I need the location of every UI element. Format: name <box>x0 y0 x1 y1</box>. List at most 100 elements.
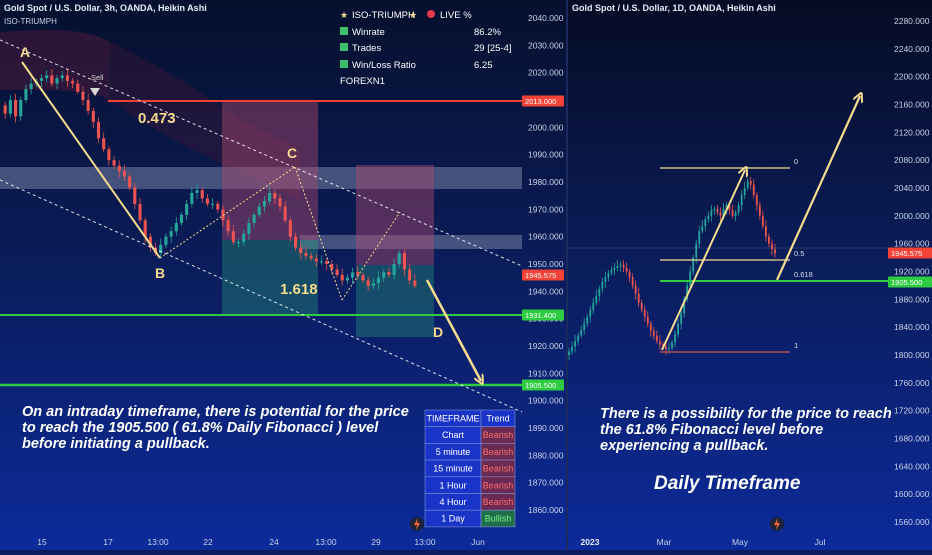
candle <box>707 211 710 223</box>
price-tick: 1920.000 <box>894 267 930 277</box>
lightning-icon[interactable] <box>410 517 424 531</box>
trend-timeframe-cell: 1 Hour <box>439 480 466 490</box>
candle <box>351 267 355 284</box>
candle <box>413 274 417 289</box>
candle <box>179 212 184 226</box>
fib-0618-label: 0.618 <box>794 270 813 279</box>
time-tick: 13:00 <box>147 537 169 547</box>
candle <box>319 255 324 265</box>
candle <box>273 189 277 205</box>
price-tick: 2160.000 <box>894 100 930 110</box>
candle <box>76 79 80 95</box>
candle <box>771 239 773 256</box>
stats-panel: ★ ISO-TRIUMPH ★ LIVE % Winrate 86.2% Tra… <box>340 10 512 87</box>
candle <box>713 206 716 215</box>
candle <box>607 270 610 282</box>
price-tick: 1870.000 <box>528 478 564 488</box>
point-a-label: A <box>20 44 30 60</box>
candle <box>580 325 583 339</box>
candle <box>568 347 570 361</box>
trend-table-row: 4 Hour Bearish <box>424 493 516 511</box>
candle <box>14 93 18 123</box>
candle <box>640 299 643 313</box>
candle <box>159 238 163 259</box>
price-level-tag-label: 1905.500 <box>525 381 556 390</box>
candle <box>86 93 90 115</box>
left-note-line-2: to reach the 1905.500 ( 61.8% Daily Fibo… <box>22 420 379 436</box>
candle <box>200 186 204 203</box>
wave-b-c <box>159 166 296 259</box>
candle <box>148 232 152 252</box>
candle <box>39 74 44 87</box>
time-tick: Jun <box>471 537 485 547</box>
candle <box>216 201 220 213</box>
trend-table-header-cell: Trend <box>486 414 509 424</box>
price-tick: 2000.000 <box>528 122 564 132</box>
check-icon <box>340 60 348 68</box>
point-c-label: C <box>287 145 297 161</box>
left-note-line-3: before initiating a pullback. <box>22 436 210 452</box>
candle <box>649 321 652 337</box>
price-tick: 1960.000 <box>528 232 564 242</box>
candle <box>96 117 101 143</box>
candle <box>755 192 758 212</box>
impulse-arrow <box>661 170 745 351</box>
panel-divider <box>566 0 568 550</box>
target-zone-2 <box>356 265 434 337</box>
ratio-upper-label: 0.473 <box>138 110 176 127</box>
price-tick: 1560.000 <box>894 517 930 527</box>
stats-row-value: 6.25 <box>474 60 493 71</box>
candle <box>81 86 85 106</box>
price-tick: 2240.000 <box>894 44 930 54</box>
stats-row-value: 29 [25-4] <box>474 43 512 54</box>
candle <box>8 94 12 118</box>
time-tick: 15 <box>37 537 47 547</box>
lightning-icon[interactable] <box>770 517 784 531</box>
candle <box>117 160 121 178</box>
price-level-tag: 1945.575 <box>522 269 564 281</box>
candle <box>601 277 604 293</box>
resistance-cloud <box>0 30 110 100</box>
candle <box>112 156 116 170</box>
candle <box>571 341 573 355</box>
candle <box>283 200 287 223</box>
price-tick: 1950.000 <box>528 259 564 269</box>
candle <box>604 271 607 288</box>
candle <box>133 182 137 210</box>
candle <box>299 242 303 260</box>
candle <box>598 285 601 301</box>
candle <box>616 259 619 272</box>
trend-timeframe-cell: Chart <box>442 430 465 440</box>
candle <box>314 254 318 267</box>
candle <box>397 250 401 268</box>
candle <box>622 260 625 273</box>
wave-c-low <box>294 166 343 301</box>
candle <box>330 260 334 274</box>
resistance-cloud-2 <box>110 42 300 200</box>
left-time-axis: 15 17 13:00 22 24 13:00 29 13:00 Jun <box>37 537 485 547</box>
candle <box>71 78 75 88</box>
price-tick: 2030.000 <box>528 40 564 50</box>
candle <box>689 266 692 291</box>
candle <box>24 84 28 103</box>
candle <box>761 210 764 229</box>
candle <box>704 216 707 232</box>
candle <box>671 339 673 351</box>
price-tick: 1600.000 <box>894 489 930 499</box>
candle <box>665 342 667 356</box>
point-b-label: B <box>155 265 165 281</box>
price-tick: 2080.000 <box>894 155 930 165</box>
candle <box>628 268 631 283</box>
trend-timeframe-cell: 4 Hour <box>439 497 466 507</box>
target-arrow <box>425 279 481 381</box>
candle <box>91 107 95 128</box>
candle <box>637 287 640 307</box>
candle <box>309 252 313 262</box>
projection-arrow <box>775 96 860 281</box>
trend-value-cell: Bearish <box>483 464 514 474</box>
left-chart-title: Gold Spot / U.S. Dollar, 3h, OANDA, Heik… <box>4 3 207 13</box>
time-tick: 29 <box>371 537 381 547</box>
candle <box>592 297 595 314</box>
